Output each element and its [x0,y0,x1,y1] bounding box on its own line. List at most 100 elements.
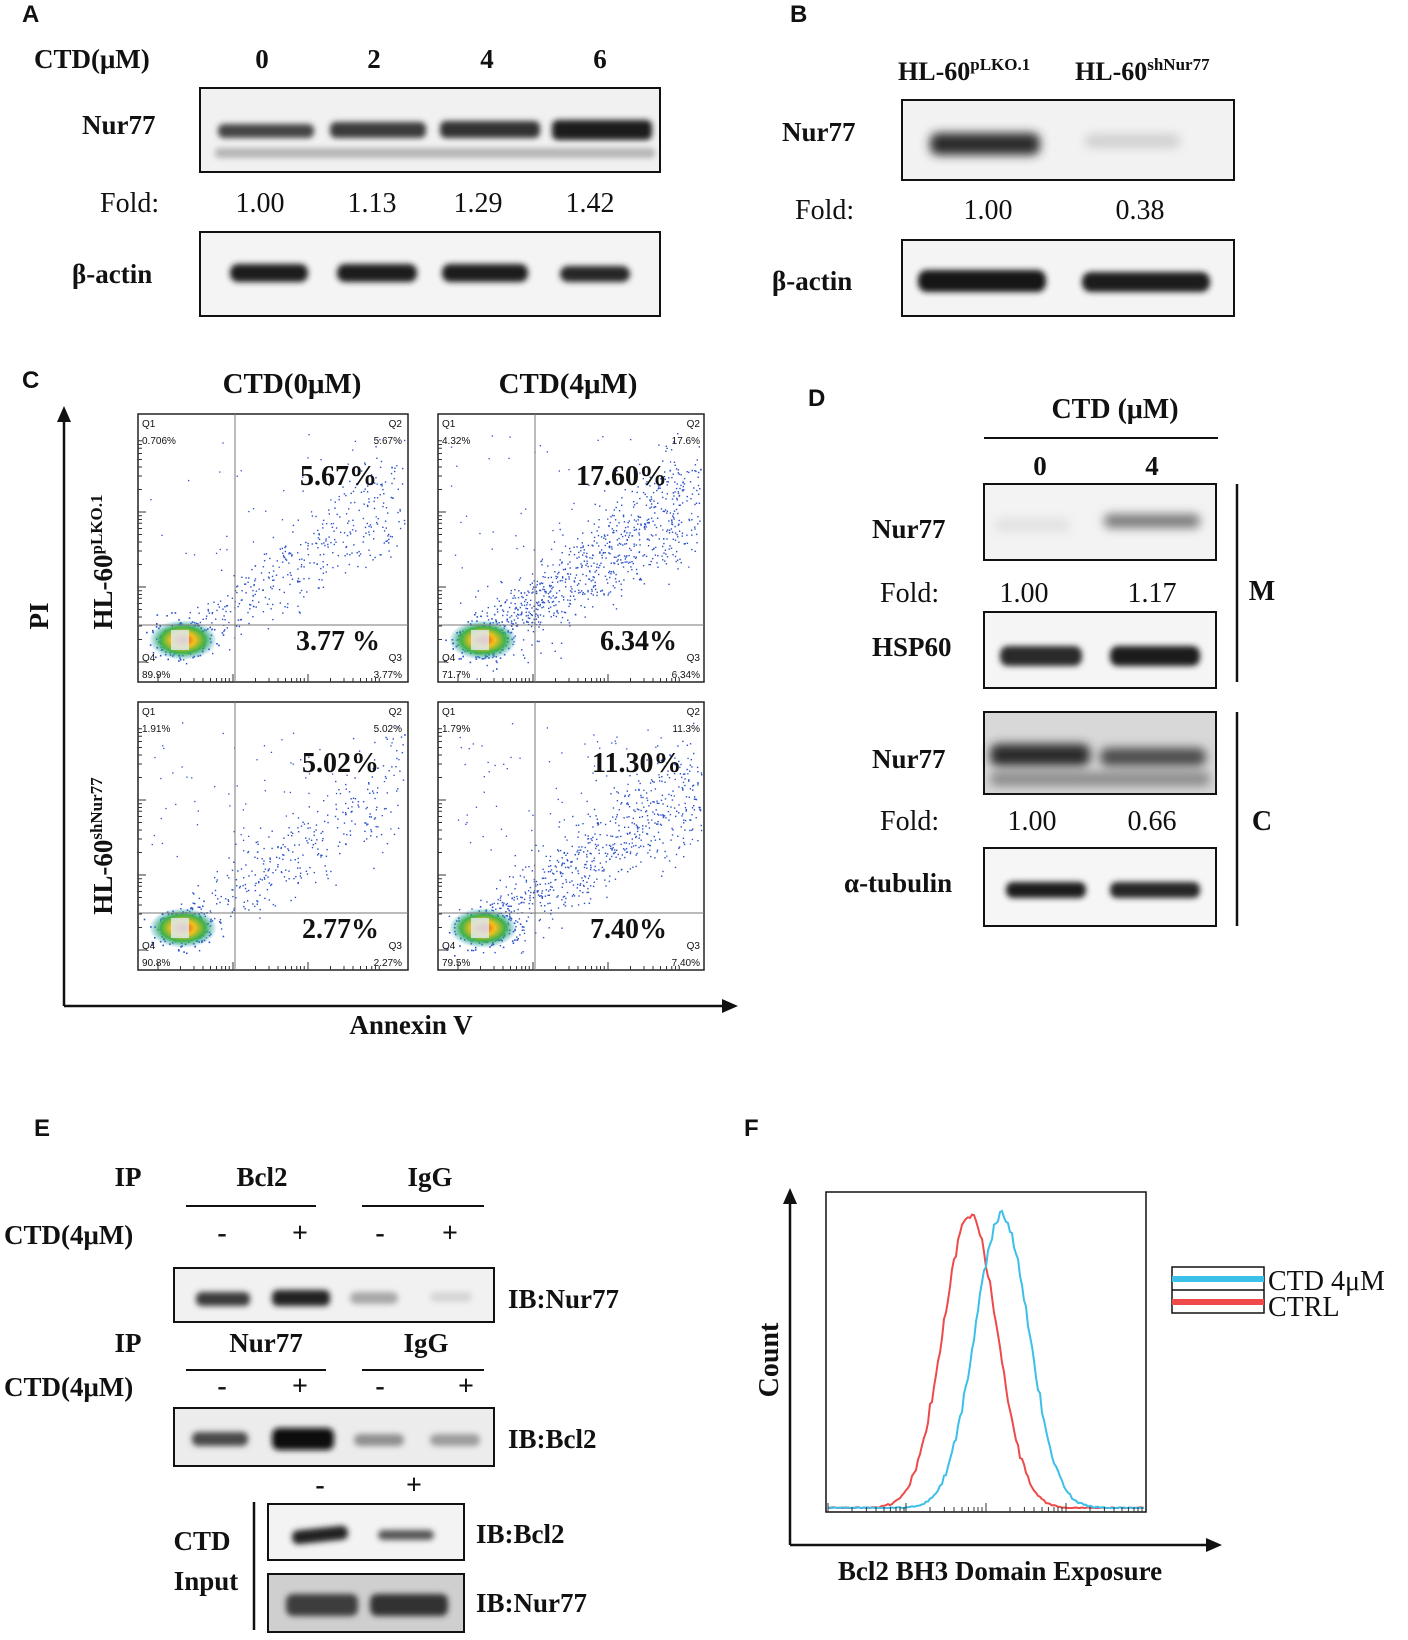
cell-dot [673,461,676,463]
cell-dot [297,552,299,554]
panel-e-ip-antibody: IgG [407,1162,452,1192]
cell-dot [283,591,285,594]
cell-dot [516,895,518,898]
cell-dot [240,868,243,870]
cell-dot [300,564,303,566]
cell-dot [352,490,355,493]
cell-dot [185,552,187,554]
cell-dot [385,527,387,529]
cell-dot [466,821,468,824]
cell-dot [327,821,329,824]
cell-dot [185,663,188,665]
panel-b-lane1-label: HL-60pLKO.1 [898,55,1030,86]
cell-dot [391,766,393,768]
cell-dot [181,766,183,768]
cell-dot [286,606,289,609]
cell-dot [599,564,601,567]
cell-dot [569,625,571,627]
cell-dot [260,572,263,574]
cell-dot [568,605,570,608]
cell-dot [648,539,650,541]
cell-dot [686,471,688,473]
cell-dot [615,506,617,509]
cell-dot [672,513,675,515]
cell-dot [313,532,315,535]
cell-dot [372,767,374,770]
cell-dot [582,554,584,556]
cell-dot [521,613,523,615]
cell-dot [680,562,682,564]
cell-dot [695,470,697,473]
cell-dot [620,481,622,483]
cell-dot [152,629,154,632]
cell-dot [571,508,573,510]
cell-dot [569,599,571,602]
cell-dot [382,505,384,508]
cell-dot [553,541,556,543]
cell-dot [222,935,225,938]
cell-dot [567,619,569,621]
cell-dot [696,533,698,536]
cell-dot [584,876,587,878]
cell-dot [598,545,600,547]
cell-dot [156,614,159,616]
cell-dot [555,604,557,606]
cell-dot [577,592,580,594]
cell-dot [674,464,676,466]
cell-dot [566,852,569,854]
cell-dot [474,949,477,951]
cell-dot [576,887,578,889]
cell-dot [368,549,370,551]
cell-dot [643,526,646,528]
cell-dot [676,810,678,812]
cell-dot [685,810,687,812]
cell-dot [402,744,404,746]
cell-dot [675,815,677,818]
cell-dot [662,870,664,873]
cell-dot [681,489,684,491]
cell-dot [548,865,550,868]
cell-dot [480,615,482,618]
cell-dot [345,802,347,805]
panel-a-fold-value: 1.00 [236,188,285,219]
cell-dot [654,524,656,526]
cell-dot [247,850,250,853]
panel-e-sign: + [458,1371,474,1402]
cell-dot [366,806,368,809]
cell-dot [612,807,615,809]
cell-dot [509,436,511,438]
cell-dot [525,508,527,510]
cell-dot [298,611,301,613]
cell-dot [165,807,167,810]
cell-dot [525,879,528,882]
cell-dot [303,578,305,580]
cell-dot [644,528,646,530]
panel-e-ib-nur77-bands [196,1290,472,1306]
cell-dot [539,445,541,447]
cell-dot [379,438,381,441]
cell-dot [671,523,674,526]
panel-b-lane2-label: HL-60shNur77 [1075,55,1210,86]
cell-dot [645,483,647,485]
cell-dot [600,822,602,824]
cell-dot [229,611,232,613]
cell-dot [620,543,622,545]
cell-dot [549,606,552,608]
cell-dot [572,815,574,818]
cell-dot [358,550,360,553]
cell-dot [612,844,614,846]
cell-dot [404,734,406,736]
cell-dot [519,606,522,609]
band [430,1292,472,1302]
cell-dot [692,789,694,791]
cell-dot [571,880,573,882]
cell-dot [244,908,246,910]
cell-dot [589,868,592,871]
cell-dot [317,537,320,539]
cell-dot [547,890,550,892]
cell-dot [668,793,670,796]
cell-dot [468,748,470,750]
cell-dot [637,523,639,525]
cell-dot [675,487,678,490]
cell-dot [603,537,605,539]
